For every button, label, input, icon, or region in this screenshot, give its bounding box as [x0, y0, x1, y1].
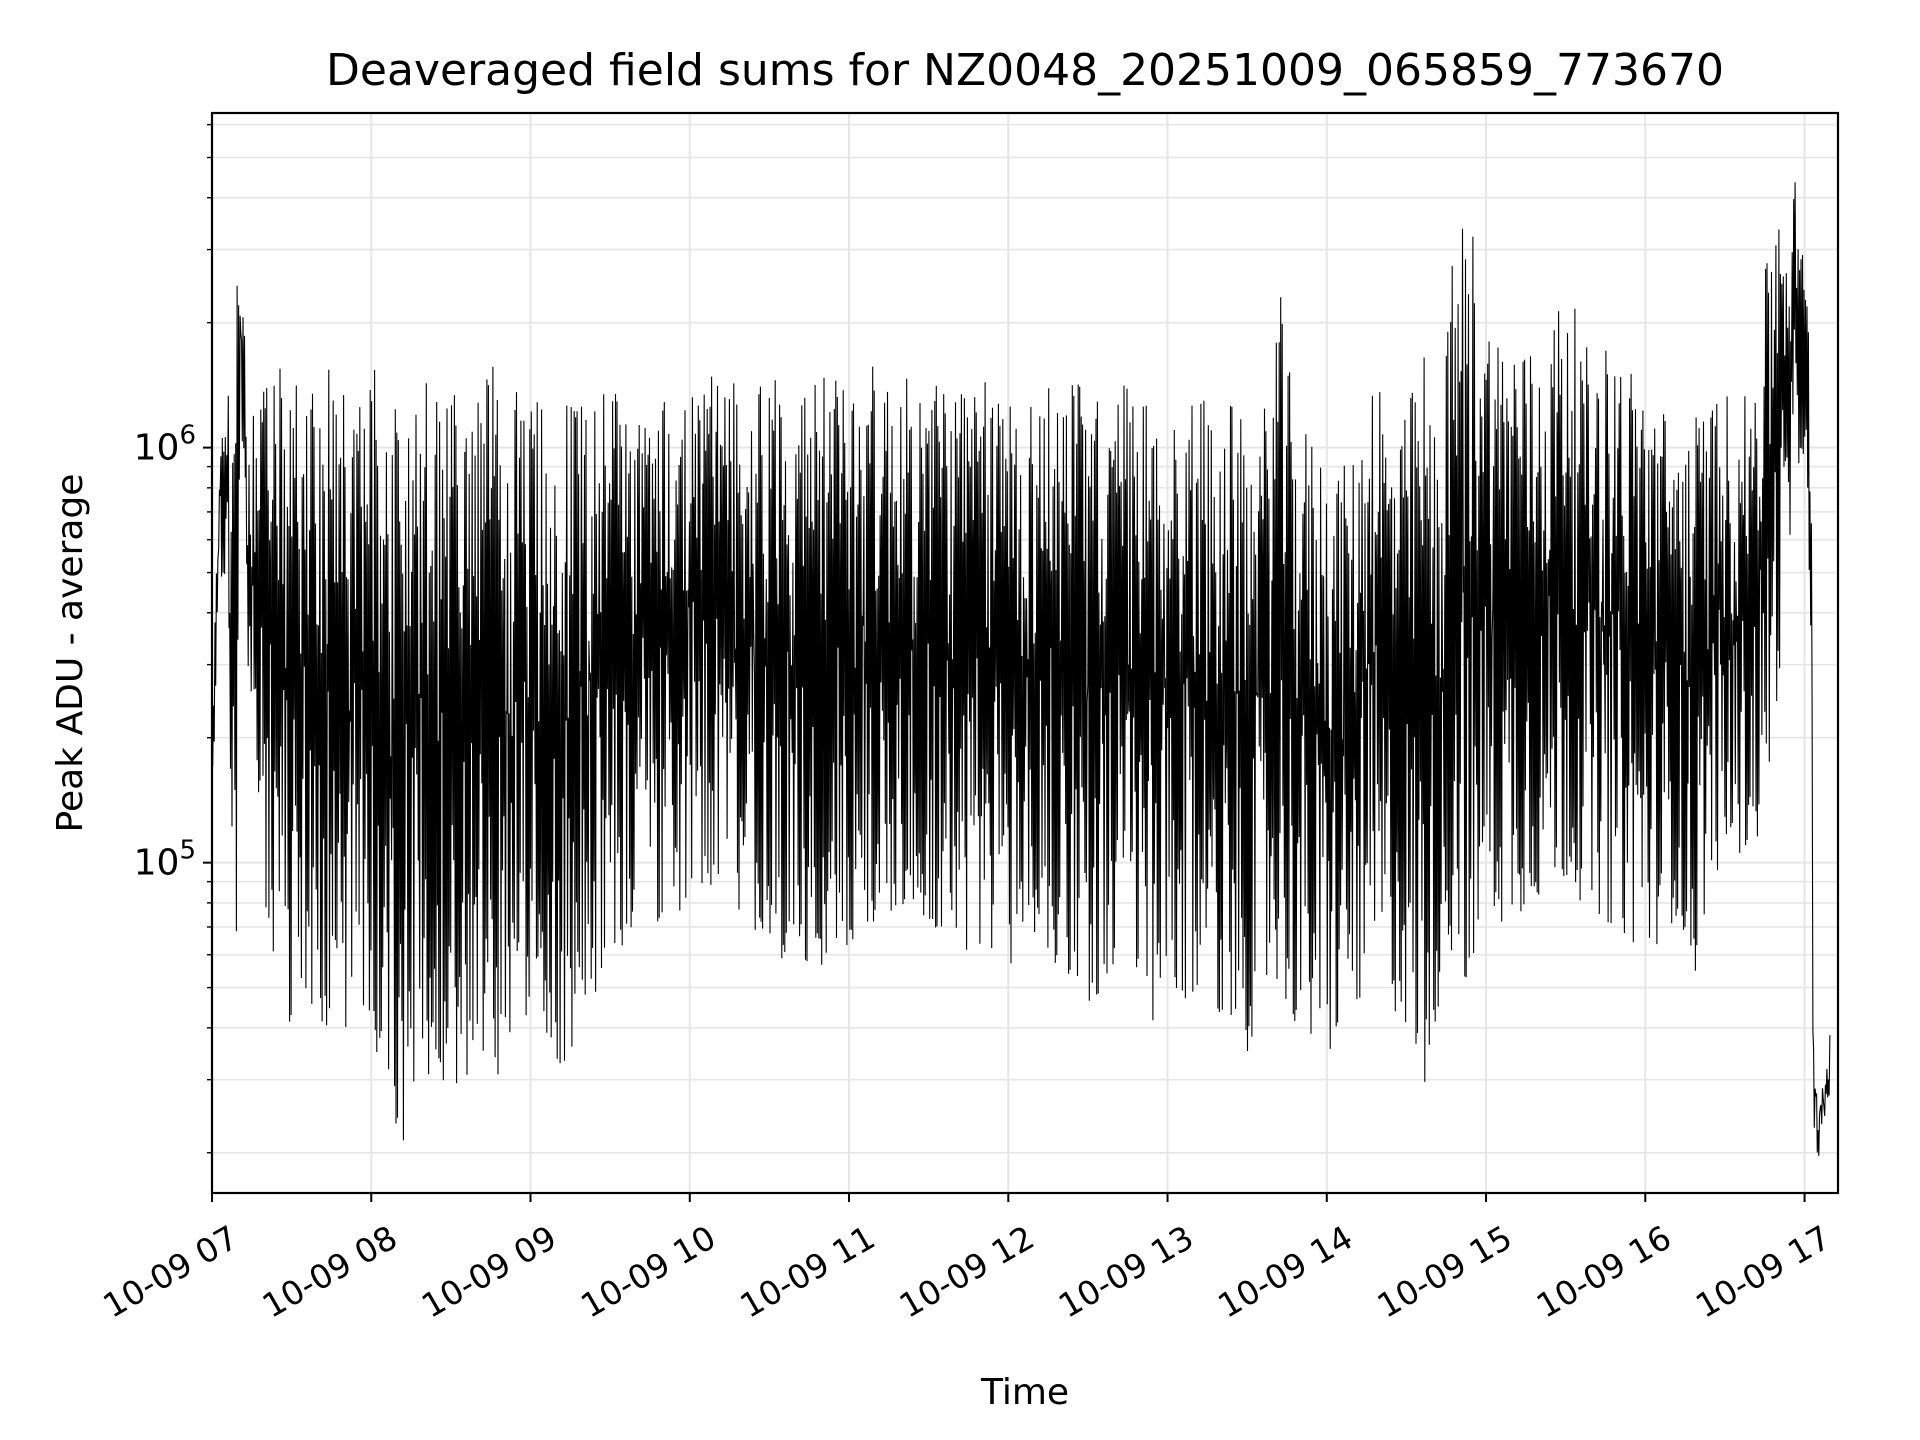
y-tick-label-exponent: 5 — [179, 836, 196, 866]
axes-frame — [210, 111, 1840, 1195]
y-tick-label: 105 — [134, 836, 196, 884]
chart-title: Deaveraged field sums for NZ0048_2025100… — [326, 45, 1724, 96]
y-axis-label: Peak ADU - average — [50, 474, 91, 833]
series-layer — [211, 182, 1831, 1156]
y-tick-label: 106 — [134, 421, 196, 469]
y-tick-label-base: 10 — [134, 428, 180, 469]
y-tick-label-exponent: 6 — [179, 421, 196, 451]
y-tick-label-base: 10 — [134, 843, 180, 884]
x-axis-label: Time — [980, 1372, 1069, 1413]
series-line — [211, 182, 1831, 1156]
